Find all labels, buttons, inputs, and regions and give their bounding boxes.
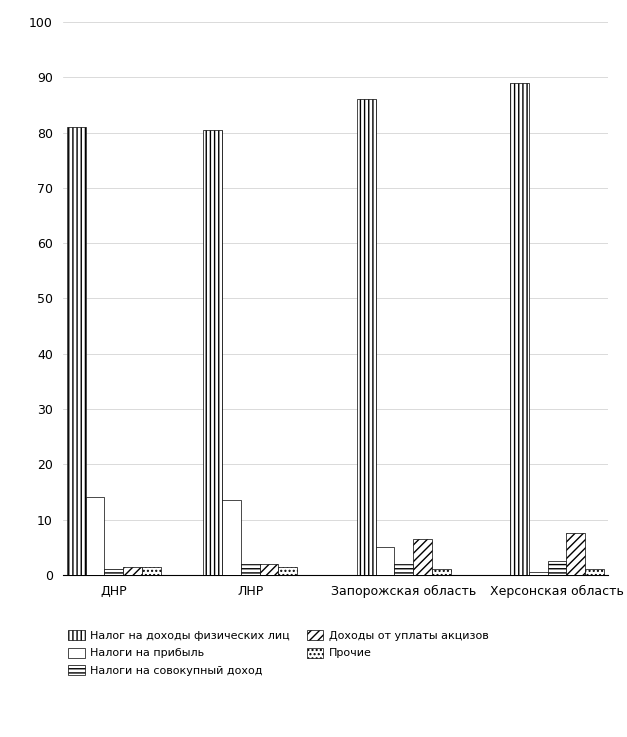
Bar [203,130,222,575]
Bar [67,128,86,575]
Bar [357,99,376,575]
Bar [510,83,529,575]
Legend: Налог на доходы физических лиц, Налоги на прибыль, Налоги на совокупный доход, Д: Налог на доходы физических лиц, Налоги н… [68,630,488,676]
Bar [432,569,451,575]
Bar [278,567,297,575]
Bar [585,569,604,575]
Bar [529,572,547,575]
Bar [222,500,241,575]
Bar [86,497,105,575]
Bar [394,564,413,575]
Bar [413,539,432,575]
Bar [376,547,394,575]
Bar [105,569,124,575]
Bar [547,561,566,575]
Bar [124,567,142,575]
Bar [260,564,278,575]
Bar [566,534,585,575]
Bar [142,567,161,575]
Bar [241,564,260,575]
